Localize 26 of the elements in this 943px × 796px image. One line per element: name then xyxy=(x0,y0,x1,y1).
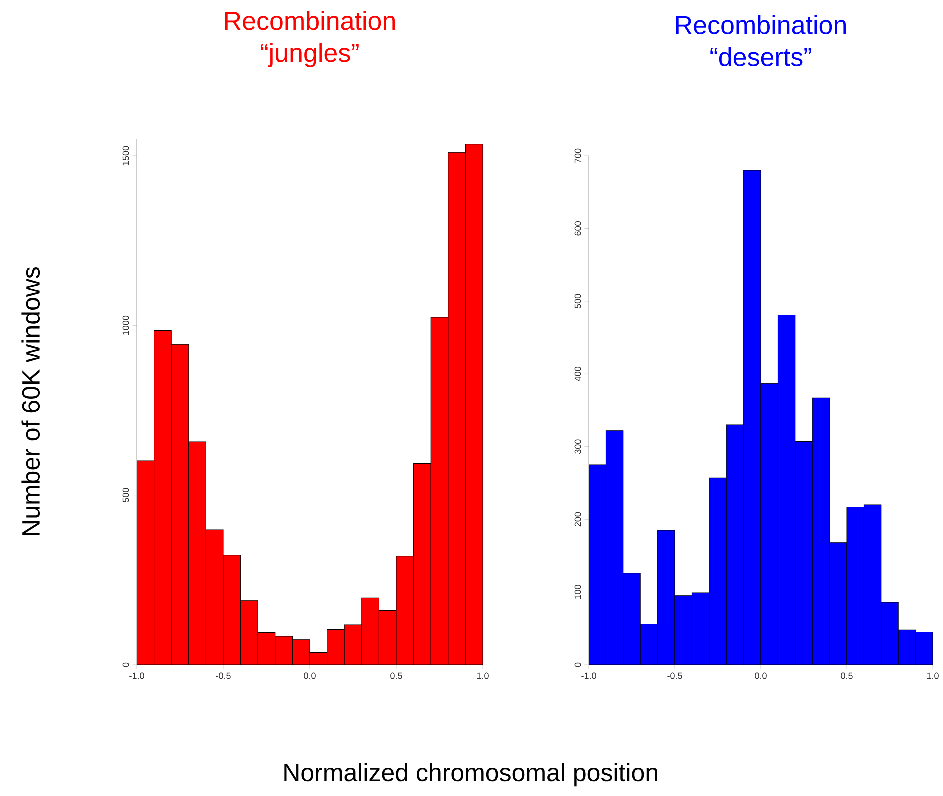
x-tick-label: 1.0 xyxy=(927,672,939,680)
x-tick-label: 1.0 xyxy=(477,672,489,680)
x-tick-label: -0.5 xyxy=(668,672,682,680)
y-tick-label: 500 xyxy=(122,488,130,502)
x-tick-label: 0.0 xyxy=(755,672,767,680)
x-tick-label: -1.0 xyxy=(130,672,144,680)
x-tick-label: 0.5 xyxy=(841,672,853,680)
chart-title: Recombination “deserts” xyxy=(676,15,846,66)
y-tick-label: 500 xyxy=(574,294,582,309)
y-tick-label: 200 xyxy=(574,512,582,527)
y-tick-label: 1500 xyxy=(122,146,130,166)
chart-title: Recombination “jungles” xyxy=(225,11,395,68)
y-tick-label: 1000 xyxy=(122,316,130,335)
x-axis-title: Normalized chromosomal position xyxy=(284,763,658,787)
y-tick-label: 0 xyxy=(574,662,582,668)
x-tick-label: 0.0 xyxy=(304,672,316,680)
x-tick-label: -0.5 xyxy=(216,672,231,680)
y-tick-label: 300 xyxy=(574,440,582,454)
y-tick-label: 100 xyxy=(574,585,582,600)
y-tick-label: 400 xyxy=(574,366,582,382)
y-tick-label: 0 xyxy=(122,662,130,668)
y-axis-title: Number of 60K windows xyxy=(22,267,40,536)
y-tick-label: 600 xyxy=(574,222,582,236)
y-tick-label: 700 xyxy=(574,148,582,164)
x-tick-label: -1.0 xyxy=(582,672,596,680)
x-tick-label: 0.5 xyxy=(390,672,402,680)
